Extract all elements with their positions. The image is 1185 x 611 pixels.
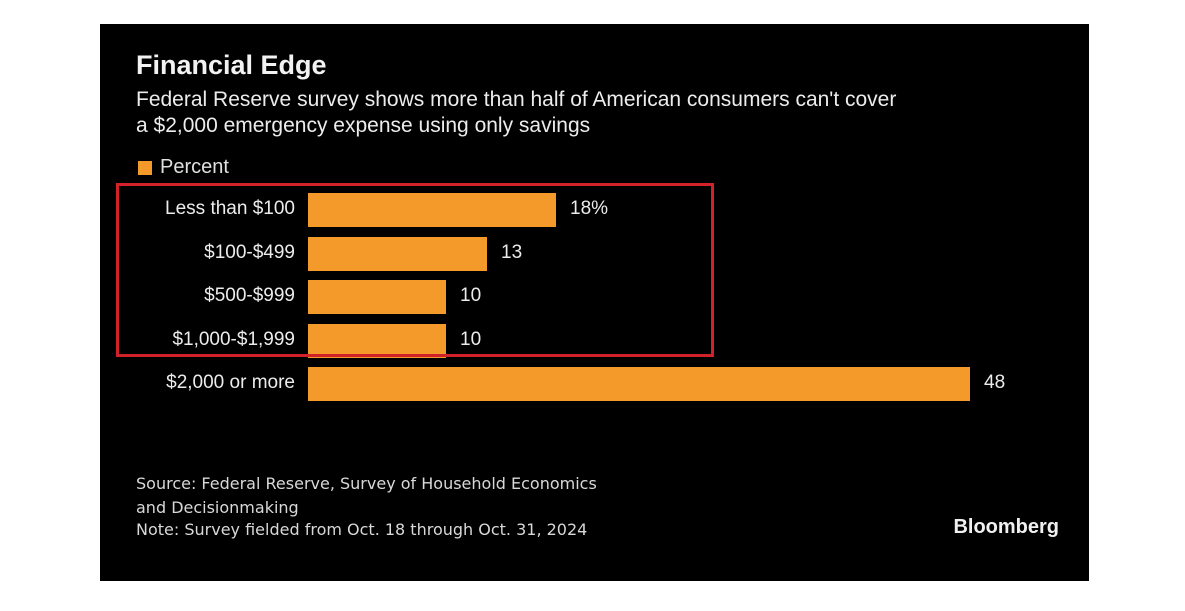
category-label: $1,000-$1,999 [172,328,295,350]
legend: Percent [138,156,229,179]
data-label: 48 [984,372,1006,393]
bar [308,236,487,271]
data-label: 13 [501,241,523,263]
legend-label: Percent [160,156,229,178]
note: Note: Survey fielded from Oct. 18 throug… [136,520,588,539]
category-label: $100-$499 [204,241,295,263]
source-line-1: Source: Federal Reserve, Survey of House… [136,474,597,493]
bar [308,323,446,358]
chart-panel: Financial Edge Federal Reserve survey sh… [100,24,1089,581]
chart-subtitle-line-2: a $2,000 emergency expense using only sa… [136,114,591,137]
data-label: 10 [460,285,482,306]
category-label: Less than $100 [165,198,295,219]
data-label: 18% [570,198,609,219]
bar [308,367,970,401]
bar [308,193,556,227]
data-label: 10 [460,328,482,350]
legend-swatch [138,160,152,175]
highlight-box [116,183,714,357]
source-line-2: and Decisionmaking [136,498,299,517]
bar [308,280,446,314]
category-label: $500-$999 [204,285,295,306]
chart-subtitle-line-1: Federal Reserve survey shows more than h… [136,88,897,111]
bloomberg-logo: Bloomberg [953,516,1059,538]
chart-title: Financial Edge [136,50,327,80]
category-label: $2,000 or more [166,372,295,393]
